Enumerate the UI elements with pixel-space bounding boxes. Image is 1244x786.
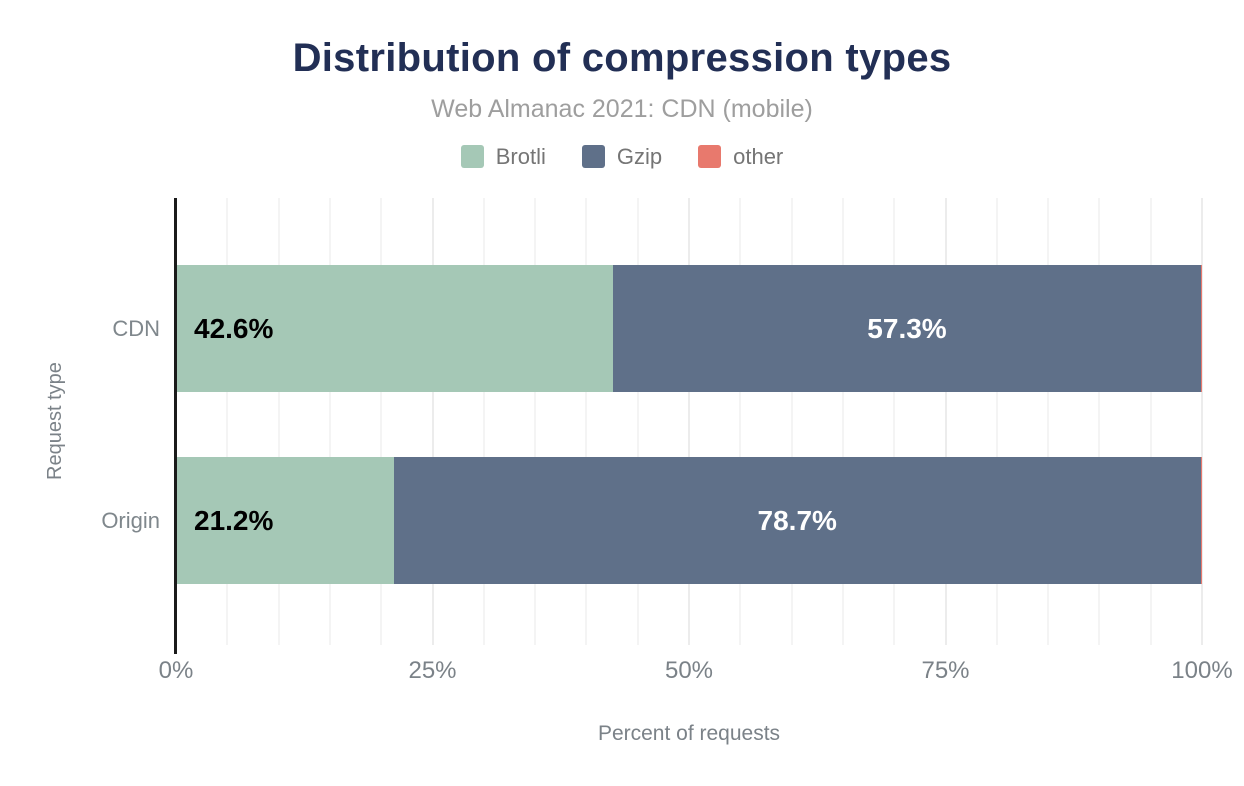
bar-segment-brotli: 42.6%	[176, 265, 614, 392]
bar-cdn: 42.6% 57.3%	[176, 265, 1202, 392]
bar-segment-gzip: 57.3%	[613, 265, 1201, 392]
gridline	[534, 198, 537, 645]
gridline	[1098, 198, 1101, 645]
bar-segment-other	[1200, 457, 1202, 584]
gridline	[226, 198, 229, 645]
legend-label: Gzip	[616, 143, 663, 169]
gridline	[1047, 198, 1050, 645]
category-label-origin: Origin	[101, 507, 160, 533]
gridline	[688, 198, 690, 645]
x-tick-label: 0%	[158, 657, 194, 684]
gridline	[277, 198, 280, 645]
gridline	[1201, 198, 1203, 645]
bar-segment-gzip: 78.7%	[393, 457, 1201, 584]
legend-item-gzip: Gzip	[581, 143, 663, 169]
x-tick-label: 100%	[1171, 657, 1233, 684]
x-tick-label: 75%	[921, 657, 970, 684]
plot-area: 42.6% 57.3% 21.2% 78.7%	[176, 198, 1203, 645]
gridline	[431, 198, 434, 645]
gridline	[380, 198, 383, 645]
chart-title: Distribution of compression types	[292, 36, 952, 80]
gridline	[328, 198, 331, 645]
gridline	[790, 198, 793, 645]
legend-swatch-icon	[581, 145, 605, 168]
bar-value-label: 42.6%	[194, 312, 274, 344]
bar-value-label: 78.7%	[757, 504, 837, 536]
category-label-cdn: CDN	[112, 315, 160, 341]
gridline	[636, 198, 639, 645]
bar-value-label: 57.3%	[867, 312, 947, 344]
bar-origin: 21.2% 78.7%	[176, 457, 1202, 584]
x-axis-ticks: 0% 25% 50% 75% 100%	[0, 656, 1244, 686]
legend-item-other: other	[698, 145, 783, 168]
legend-swatch-icon	[460, 145, 484, 168]
gridline	[995, 198, 998, 645]
legend-swatch-icon	[698, 145, 722, 168]
bar-segment-brotli: 21.2%	[176, 457, 394, 584]
gridline	[585, 198, 588, 645]
gridline	[1149, 198, 1152, 645]
legend: Brotli Gzip other	[0, 145, 1244, 168]
gridline	[841, 198, 844, 645]
gridline	[893, 198, 896, 645]
x-tick-label: 25%	[408, 657, 457, 684]
x-tick-label: 50%	[664, 657, 714, 684]
legend-label: Brotli	[495, 143, 546, 169]
chart-subtitle: Web Almanac 2021: CDN (mobile)	[431, 95, 813, 123]
x-axis-title: Percent of requests	[597, 722, 781, 745]
gridline	[944, 198, 947, 645]
bar-value-label: 21.2%	[194, 504, 274, 536]
bar-segment-other	[1200, 265, 1202, 392]
legend-label: other	[733, 143, 784, 169]
y-axis-line	[174, 198, 177, 654]
gridline	[739, 198, 742, 645]
legend-item-brotli: Brotli	[460, 143, 546, 169]
gridline	[482, 198, 485, 645]
